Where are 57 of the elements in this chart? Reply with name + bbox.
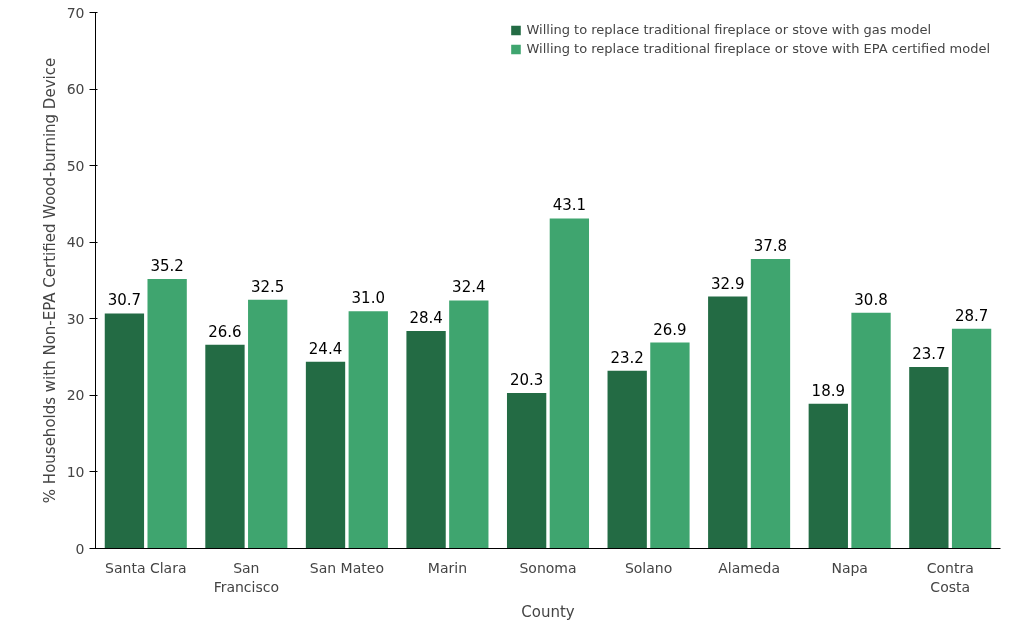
bar [104, 313, 145, 549]
bar [406, 331, 446, 549]
data-label: 18.9 [811, 381, 846, 400]
data-label: 28.4 [409, 309, 443, 328]
x-tick-label: Napa [831, 559, 868, 576]
y-tick-label: 10 [66, 463, 85, 480]
data-label: 24.4 [308, 339, 343, 358]
y-tick-label: 20 [66, 387, 85, 404]
y-tick-label: 0 [75, 540, 85, 557]
x-tick-label: Santa Clara [105, 559, 187, 576]
bar [607, 370, 647, 549]
bar [909, 367, 949, 549]
y-tick-label: 40 [66, 234, 85, 251]
data-label: 30.8 [854, 290, 888, 309]
bar [248, 299, 288, 549]
x-tick-label: San Francisco [213, 559, 280, 595]
x-tick-label: Marin [427, 559, 468, 576]
data-label: 23.2 [610, 348, 644, 367]
x-tick-label: Solano [624, 559, 673, 576]
y-tick-label: 60 [66, 81, 85, 98]
bar [147, 278, 187, 549]
data-label: 43.1 [552, 196, 587, 215]
data-label: 32.4 [452, 278, 486, 297]
x-tick-label: Sonoma [519, 559, 577, 576]
data-label: 32.5 [251, 277, 285, 296]
bar [808, 403, 848, 549]
data-label: 32.9 [711, 274, 745, 293]
bar [708, 296, 748, 549]
data-label: 23.7 [912, 345, 946, 364]
bar [205, 344, 245, 549]
data-label: 35.2 [150, 256, 184, 275]
data-label: 28.7 [954, 306, 989, 325]
bar [305, 361, 346, 549]
x-axis-title: County [521, 602, 575, 621]
bar [951, 328, 992, 549]
data-label: 30.7 [107, 291, 142, 310]
bar [506, 393, 547, 549]
data-label: 26.9 [653, 320, 687, 339]
data-label: 31.0 [351, 289, 385, 308]
x-tick-label: Contra Costa [926, 559, 974, 595]
data-label: 20.3 [509, 371, 544, 390]
y-tick-label: 70 [66, 4, 85, 21]
x-tick-label: Alameda [718, 559, 780, 576]
bar [650, 342, 690, 549]
y-axis-title: % Households with Non-EPA Certified Wood-burning Device [40, 57, 59, 504]
bar [348, 311, 388, 549]
data-label: 26.6 [208, 322, 242, 341]
y-tick-label: 30 [66, 310, 85, 327]
bar [549, 218, 590, 549]
legend-label: Willing to replace traditional fireplace or stove with EPA certified model [526, 41, 990, 56]
bar [750, 259, 791, 549]
data-label: 37.8 [753, 237, 788, 256]
legend-label: Willing to replace traditional fireplace or stove with gas model [526, 22, 932, 37]
bar [851, 312, 891, 549]
bar [449, 300, 489, 549]
x-tick-label: San Mateo [309, 559, 384, 576]
y-tick-label: 50 [66, 157, 85, 174]
